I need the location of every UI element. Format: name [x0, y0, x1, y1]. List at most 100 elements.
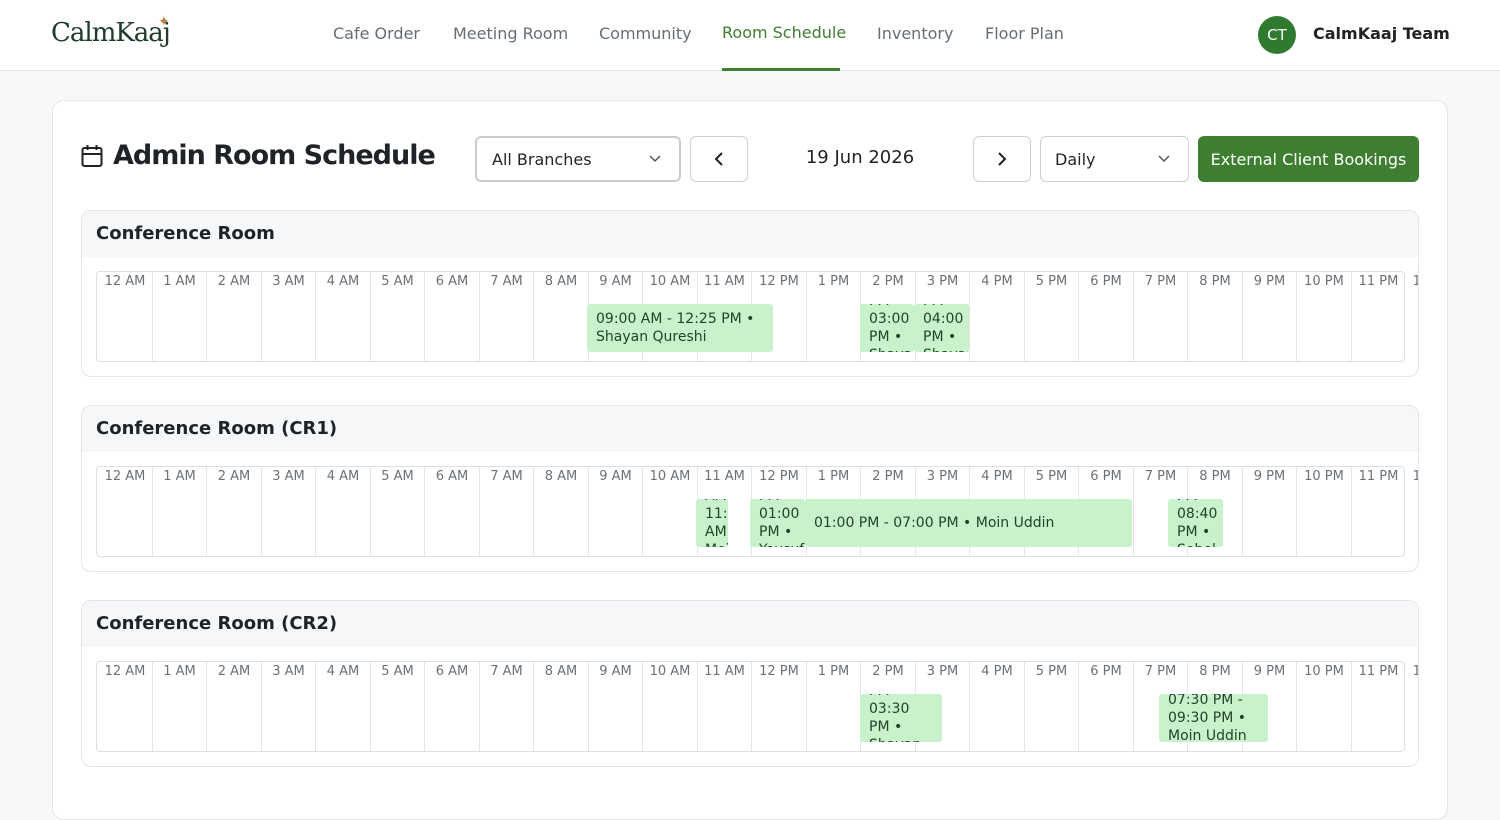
- hour-divider: [642, 662, 643, 751]
- timeline: 12 AM 1 AM 2 AM 3 AM 4 AM 5 AM 6 AM 7 AM 8 AM 9 A…: [96, 661, 1418, 752]
- booking-label: 09:00 AM - 12:25 PM • Shayan Qureshi: [596, 311, 755, 345]
- hour-divider: [1350, 662, 1352, 751]
- hour-label: 3 AM: [272, 274, 305, 289]
- hour-label: 10 AM: [649, 469, 691, 484]
- booking[interactable]: 11:00 AM - 11:35 AM • Moin Uddin: [696, 499, 728, 547]
- booking-label: 12:00 PM - 01:00 PM • Yousuf Khan: [759, 499, 804, 547]
- hour-label: 10 PM: [1304, 274, 1344, 289]
- booking-label: 01:00 PM - 07:00 PM • Moin Uddin: [814, 515, 1055, 531]
- hour-divider: [533, 662, 534, 751]
- hour-divider: [424, 662, 425, 751]
- hour-label: 5 AM: [381, 664, 414, 679]
- hour-divider: [206, 272, 207, 361]
- hour-label: 4 AM: [326, 664, 360, 679]
- hour-divider: [315, 662, 316, 751]
- view-select[interactable]: Daily: [1040, 136, 1189, 182]
- booking[interactable]: 09:00 AM - 12:25 PM • Shayan Qureshi: [587, 304, 773, 352]
- hour-label: 12 PM: [759, 664, 799, 679]
- nav-link[interactable]: Floor Plan: [985, 24, 1064, 43]
- hour-divider: [315, 467, 316, 556]
- chevron-right: [998, 152, 1007, 166]
- booking[interactable]: 03:00 PM - 04:00 PM • Shayan Qureshi: [914, 304, 969, 352]
- hour-label: 12 AM: [1403, 274, 1418, 289]
- hour-label: 10 AM: [649, 274, 691, 289]
- navbar: CalmKaaj ✦ Cafe Order Meeting Room Commu…: [0, 0, 1500, 71]
- hour-label: 2 PM: [872, 274, 904, 289]
- hour-label: 6 AM: [435, 664, 469, 679]
- nav-link[interactable]: Meeting Room: [453, 24, 569, 43]
- user-name[interactable]: CalmKaaj Team: [1313, 24, 1450, 43]
- branch-value: All Branches: [492, 149, 592, 169]
- nav-link[interactable]: Inventory: [877, 24, 954, 43]
- room-name: Conference Room: [82, 211, 1418, 257]
- hour-label: 12 AM: [104, 274, 146, 289]
- hour-label: 2 PM: [872, 664, 904, 679]
- booking[interactable]: 02:00 PM - 03:30 PM • Shayan Qureshi: [860, 694, 942, 742]
- hour-label: 8 PM: [1199, 664, 1231, 679]
- hour-label: 9 AM: [599, 274, 632, 289]
- hour-divider: [1132, 662, 1134, 751]
- hour-divider: [260, 467, 262, 556]
- booking[interactable]: 07:30 PM - 09:30 PM • Moin Uddin: [1159, 694, 1268, 742]
- hour-divider: [1132, 467, 1134, 556]
- hour-divider: [1296, 662, 1297, 751]
- hour-label: 1 PM: [817, 274, 850, 289]
- hour-label: 9 PM: [1253, 664, 1286, 679]
- booking[interactable]: 01:00 PM - 07:00 PM • Moin Uddin: [805, 499, 1132, 547]
- chevron: [649, 155, 661, 163]
- booking-label: 07:40 PM - 08:40 PM • Sohel Kabir: [1177, 499, 1218, 547]
- booking-label: 11:00 AM - 11:35 AM • Moin Uddin: [705, 499, 728, 547]
- hour-label: 11 PM: [1358, 274, 1399, 289]
- hour-label: 3 PM: [926, 469, 959, 484]
- hour-label: 8 AM: [544, 274, 578, 289]
- hour-label: 7 AM: [490, 274, 523, 289]
- hour-label: 6 AM: [435, 274, 469, 289]
- prev-button[interactable]: [690, 136, 748, 182]
- hour-divider: [478, 467, 480, 556]
- logo[interactable]: CalmKaaj: [51, 18, 171, 48]
- hour-label: 10 PM: [1304, 664, 1344, 679]
- booking[interactable]: 02:00 PM - 03:00 PM • Shayan Qureshi: [860, 304, 914, 352]
- booking[interactable]: 12:00 PM - 01:00 PM • Yousuf Khan: [750, 499, 805, 547]
- external-bookings-button[interactable]: External Client Bookings: [1198, 136, 1419, 182]
- hour-label: 6 PM: [1090, 274, 1122, 289]
- hour-divider: [369, 272, 371, 361]
- hour-label: 5 AM: [381, 274, 414, 289]
- hour-label: 4 AM: [326, 469, 360, 484]
- nav-link[interactable]: Cafe Order: [333, 24, 421, 43]
- hour-divider: [206, 662, 207, 751]
- hour-divider: [1350, 272, 1352, 361]
- room-name: Conference Room (CR1): [82, 406, 1418, 452]
- hour-label: 8 PM: [1199, 469, 1231, 484]
- chevron-left: [714, 152, 723, 166]
- hour-label: 8 AM: [544, 469, 578, 484]
- hour-label: 6 AM: [435, 469, 469, 484]
- nav-link[interactable]: Room Schedule: [722, 23, 847, 42]
- active-indicator: [722, 68, 840, 71]
- nav-link[interactable]: Community: [599, 24, 692, 43]
- hour-label: 7 PM: [1144, 664, 1177, 679]
- hour-label: 6 PM: [1090, 469, 1122, 484]
- hour-divider: [1078, 272, 1079, 361]
- booking[interactable]: 07:40 PM - 08:40 PM • Sohel Kabir: [1168, 499, 1223, 547]
- timeline: 12 AM 1 AM 2 AM 3 AM 4 AM 5 AM 6 AM 7 AM 8 AM 9 A…: [96, 271, 1418, 362]
- hour-divider: [1023, 272, 1025, 361]
- hour-divider: [369, 467, 371, 556]
- hour-label: 11 AM: [704, 469, 745, 484]
- hour-label: 9 PM: [1253, 469, 1286, 484]
- hour-label: 5 PM: [1035, 664, 1068, 679]
- hour-label: 12 AM: [104, 469, 146, 484]
- hour-label: 2 AM: [217, 469, 251, 484]
- page-title: Admin Room Schedule: [113, 140, 436, 171]
- avatar[interactable]: CT: [1258, 16, 1296, 54]
- hour-label: 7 AM: [490, 469, 523, 484]
- hour-divider: [478, 662, 480, 751]
- hour-label: 11 PM: [1358, 664, 1399, 679]
- hour-label: 4 PM: [981, 664, 1013, 679]
- hour-divider: [1023, 662, 1025, 751]
- hour-divider: [751, 662, 752, 751]
- branch-select[interactable]: All Branches: [475, 136, 681, 182]
- hour-label: 2 AM: [217, 664, 251, 679]
- next-button[interactable]: [973, 136, 1031, 182]
